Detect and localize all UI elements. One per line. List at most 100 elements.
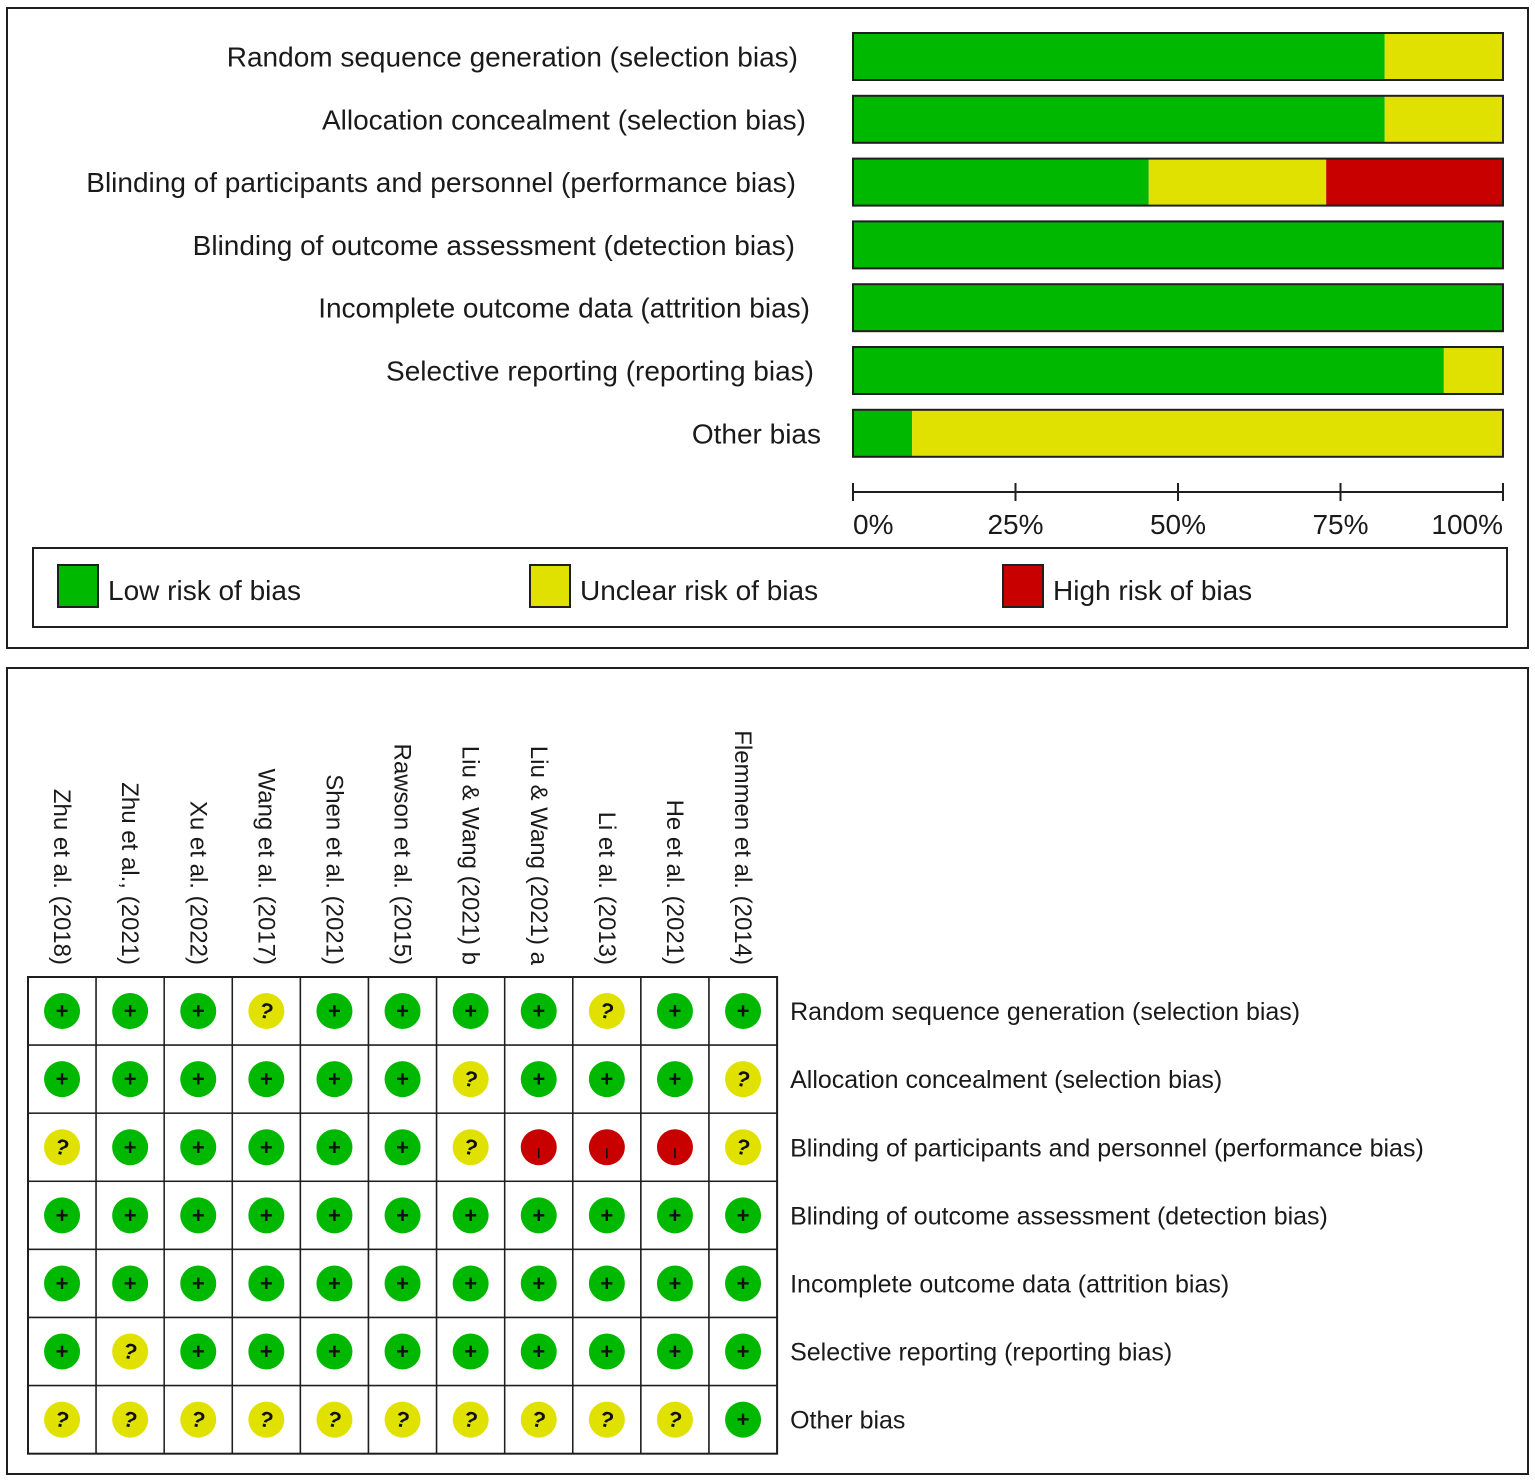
judgement-dot bbox=[44, 1265, 81, 1302]
judgement-dot bbox=[180, 1333, 217, 1370]
judgement-dot bbox=[316, 1061, 353, 1098]
category-label: Allocation concealment (selection bias) bbox=[322, 104, 806, 135]
judgement-symbol: + bbox=[260, 1339, 273, 1364]
judgement-symbol: ? bbox=[120, 1338, 139, 1366]
judgement-symbol: + bbox=[669, 1067, 682, 1092]
judgement-dot bbox=[588, 1333, 625, 1370]
judgement-symbol: + bbox=[737, 1271, 750, 1296]
judgement-symbol: + bbox=[396, 1339, 409, 1364]
judgement-symbol: + bbox=[669, 1271, 682, 1296]
judgement-symbol: + bbox=[56, 1067, 69, 1092]
judgement-dot bbox=[112, 1333, 149, 1370]
judgement-symbol: + bbox=[737, 1339, 750, 1364]
risk-of-bias-summary: Zhu et al. (2018) Zhu et al., (2021) Xu et… bbox=[27, 730, 1424, 1455]
judgement-symbol: + bbox=[532, 1339, 545, 1364]
judgement-dot bbox=[452, 1333, 489, 1370]
judgement-symbol: + bbox=[260, 1271, 273, 1296]
judgement-dot bbox=[180, 1401, 217, 1438]
judgement-symbol: ? bbox=[461, 1065, 480, 1093]
legend-swatch bbox=[57, 564, 99, 608]
judgement-dot bbox=[656, 1401, 693, 1438]
judgement-dot bbox=[44, 1401, 81, 1438]
judgement-symbol: + bbox=[192, 1067, 205, 1092]
bar-segment bbox=[1148, 158, 1327, 206]
judgement-symbol: ? bbox=[189, 1406, 208, 1434]
legend-label: Unclear risk of bias bbox=[580, 575, 818, 606]
study-label: Li et al. (2013) bbox=[593, 812, 620, 965]
judgement-symbol: + bbox=[260, 1067, 273, 1092]
bar-segment bbox=[853, 409, 913, 457]
judgement-dot bbox=[588, 1265, 625, 1302]
judgement-symbol: + bbox=[192, 1271, 205, 1296]
judgement-dot bbox=[725, 993, 762, 1030]
category-label: Selective reporting (reporting bias) bbox=[386, 356, 814, 387]
judgement-symbol: + bbox=[464, 1203, 477, 1228]
study-label: Zhu et al., (2021) bbox=[116, 782, 143, 965]
judgement-dot bbox=[588, 1197, 625, 1234]
judgement-symbol: + bbox=[396, 1203, 409, 1228]
legend-label: High risk of bias bbox=[1053, 575, 1252, 606]
legend-label: Low risk of bias bbox=[108, 575, 301, 606]
judgement-dot bbox=[656, 1129, 693, 1166]
judgement-symbol: + bbox=[600, 1067, 613, 1092]
judgement-dot bbox=[725, 1061, 762, 1098]
judgement-dot bbox=[180, 1129, 217, 1166]
bar-outline bbox=[852, 32, 1504, 81]
category-label: Incomplete outcome data (attrition bias) bbox=[318, 293, 810, 324]
judgement-symbol: + bbox=[328, 1067, 341, 1092]
judgement-symbol: ? bbox=[52, 1133, 71, 1161]
judgement-dot bbox=[316, 1401, 353, 1438]
judgement-symbol: ? bbox=[325, 1406, 344, 1434]
judgement-symbol: + bbox=[56, 1339, 69, 1364]
bar-segment bbox=[853, 33, 1385, 80]
judgement-dot bbox=[180, 993, 217, 1030]
judgement-dot bbox=[112, 1401, 149, 1438]
judgement-symbol: + bbox=[396, 999, 409, 1024]
x-tick-label: 50% bbox=[1150, 509, 1206, 540]
judgement-symbol: ? bbox=[120, 1406, 139, 1434]
judgement-dot bbox=[384, 1333, 421, 1370]
risk-of-bias-graph: Random sequence generation (selection bi… bbox=[32, 32, 1508, 628]
judgement-dot bbox=[656, 1197, 693, 1234]
judgement-symbol: ? bbox=[393, 1406, 412, 1434]
judgement-symbol: ? bbox=[597, 1406, 616, 1434]
bar-segment bbox=[1326, 158, 1504, 206]
risk-of-bias-summary-panel: Zhu et al. (2018) Zhu et al., (2021) Xu et… bbox=[6, 667, 1529, 1475]
judgement-dot bbox=[316, 1129, 353, 1166]
judgement-dot bbox=[112, 993, 149, 1030]
judgement-symbol: + bbox=[669, 1339, 682, 1364]
judgement-symbol: + bbox=[464, 999, 477, 1024]
judgement-dot bbox=[725, 1401, 762, 1438]
judgement-symbol: ? bbox=[529, 1406, 548, 1434]
study-label: Rawson et al. (2015) bbox=[389, 744, 416, 965]
bar-segment bbox=[1384, 95, 1503, 143]
grid-cell bbox=[708, 1180, 778, 1251]
judgement-symbol: + bbox=[124, 1135, 137, 1160]
judgement-symbol: + bbox=[532, 1203, 545, 1228]
judgement-dot bbox=[384, 993, 421, 1030]
judgement-dot bbox=[44, 1129, 81, 1166]
judgement-symbol: + bbox=[532, 1067, 545, 1092]
judgement-symbol: ? bbox=[665, 1406, 684, 1434]
judgement-symbol: + bbox=[260, 1203, 273, 1228]
judgement-dot bbox=[180, 1061, 217, 1098]
x-tick-label: 25% bbox=[987, 509, 1043, 540]
judgement-dot bbox=[656, 993, 693, 1030]
judgement-dot bbox=[112, 1197, 149, 1234]
judgement-dot bbox=[44, 1333, 81, 1370]
judgement-symbol: + bbox=[124, 1271, 137, 1296]
judgement-dot bbox=[452, 1197, 489, 1234]
judgement-symbol: + bbox=[669, 1203, 682, 1228]
judgement-symbol: + bbox=[396, 1067, 409, 1092]
bar-segment bbox=[853, 95, 1385, 143]
study-label: Flemmen et al. (2014) bbox=[729, 730, 756, 965]
domain-label: Blinding of participants and personnel (… bbox=[790, 1134, 1424, 1162]
domain-label: Selective reporting (reporting bias) bbox=[790, 1339, 1172, 1367]
judgement-dot bbox=[248, 1129, 285, 1166]
legend-swatch bbox=[1002, 564, 1044, 608]
judgement-symbol: + bbox=[600, 1203, 613, 1228]
judgement-dot bbox=[725, 1129, 762, 1166]
judgement-symbol: + bbox=[124, 999, 137, 1024]
judgement-dot bbox=[452, 1265, 489, 1302]
judgement-dot bbox=[520, 1401, 557, 1438]
